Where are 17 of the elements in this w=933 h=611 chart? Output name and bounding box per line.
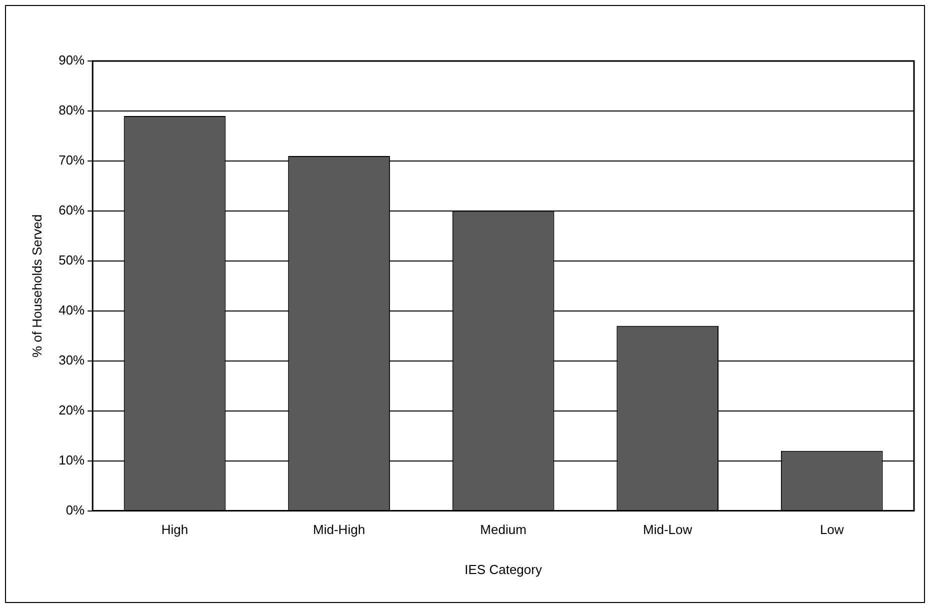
y-tick-label: 40%: [58, 302, 86, 318]
x-tick-label: High: [161, 522, 188, 538]
y-tick-label: 50%: [58, 252, 86, 268]
y-tick-label: 10%: [58, 452, 86, 468]
x-axis-title: IES Category: [464, 562, 542, 577]
x-tick-label: Mid-High: [313, 522, 366, 538]
x-tick-label: Mid-Low: [643, 522, 693, 538]
y-tick-label: 70%: [58, 152, 86, 168]
x-tick-label: Medium: [480, 522, 526, 538]
y-tick-label: 0%: [66, 502, 86, 518]
y-tick-label: 60%: [58, 202, 86, 218]
y-axis-title: % of Households Served: [29, 214, 44, 358]
y-tick-label: 20%: [58, 402, 86, 418]
y-tick-label: 30%: [58, 352, 86, 368]
y-tick-label: 90%: [58, 52, 86, 68]
y-tick-label: 80%: [58, 102, 86, 118]
x-tick-label: Low: [820, 522, 844, 538]
